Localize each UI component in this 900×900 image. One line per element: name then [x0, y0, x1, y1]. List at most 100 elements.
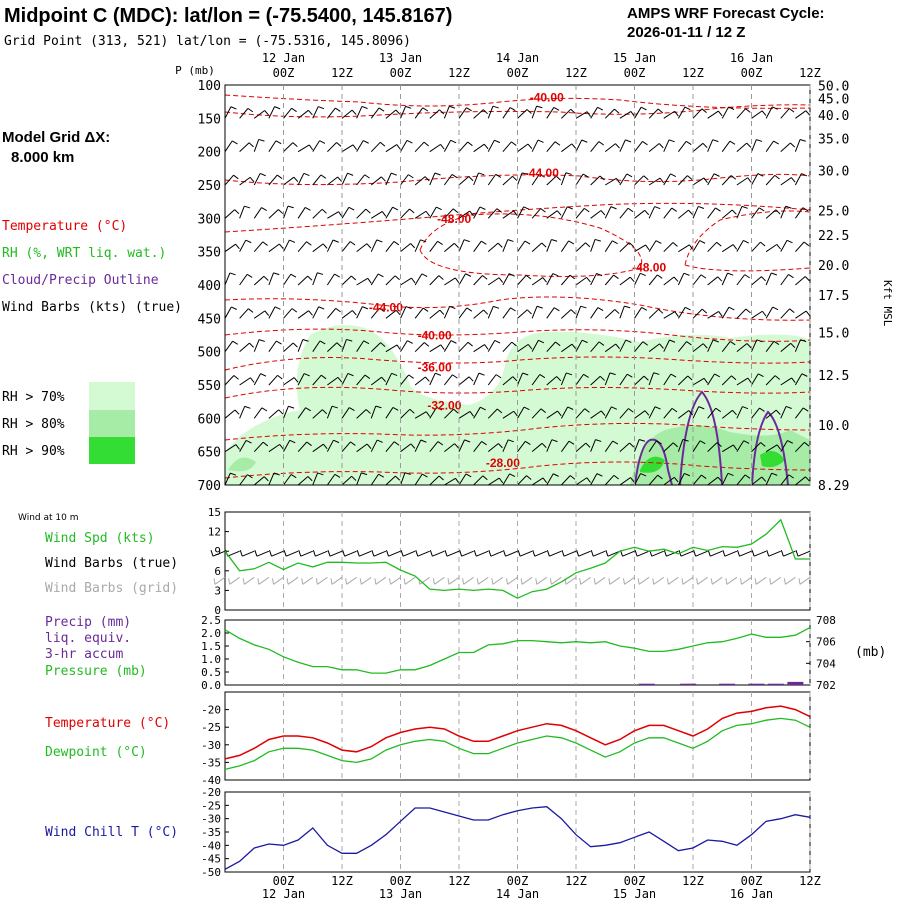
wind-barb	[429, 373, 436, 386]
wind-barb-flag	[756, 339, 763, 343]
wind-barb-flag	[658, 308, 664, 314]
wind-barb	[531, 442, 543, 453]
wind-barb-flag	[452, 208, 459, 213]
wind-barb-flag	[643, 375, 649, 381]
wind-barb	[312, 472, 319, 485]
wind-barb-flag	[245, 439, 252, 444]
wind-barb	[604, 343, 617, 353]
wind-barb-flag	[630, 477, 635, 483]
wind-barb	[429, 172, 436, 186]
wind-barb	[546, 307, 555, 319]
surface-wind-barb-flag	[503, 550, 506, 557]
wind-barb-flag	[785, 205, 792, 209]
wind-barb	[546, 376, 557, 386]
wind-barb	[546, 175, 557, 186]
wind-barb	[692, 377, 705, 386]
wind-barb-flag	[556, 376, 562, 382]
wind-barb	[794, 339, 801, 352]
height-tick: 25.0	[818, 204, 849, 219]
wind-barb-flag	[306, 441, 312, 447]
height-tick: 12.5	[818, 369, 849, 384]
wind-barb-flag	[482, 109, 488, 115]
wind-barb	[458, 107, 467, 119]
legend-wind-barbs-true: Wind Barbs (true)	[45, 556, 178, 571]
wind-barb-flag	[653, 372, 660, 375]
wind-barb-flag	[773, 340, 780, 345]
wind-barb-flag	[276, 174, 283, 179]
wind-barb	[225, 140, 233, 152]
wind-barb-flag	[407, 340, 413, 344]
wind-barb-flag	[273, 272, 280, 276]
wind-barb-flag	[469, 210, 474, 217]
surface-wind-barb-flag	[415, 550, 419, 557]
wind-barb-flag	[293, 377, 299, 383]
wind-barb	[794, 139, 801, 152]
wind-barb-flag	[684, 106, 691, 111]
bottom-hour-label: 12Z	[565, 874, 587, 888]
rh70-area-2	[360, 420, 540, 485]
wind-barb-flag	[672, 242, 678, 247]
wind-barb-flag	[495, 374, 502, 379]
wind-barb	[795, 276, 806, 286]
wind-barb-flag	[800, 339, 807, 343]
wind-barb-flag	[596, 272, 603, 277]
wind-barb	[531, 306, 538, 319]
wind-barb-flag	[332, 239, 339, 243]
wind-barb	[809, 451, 810, 452]
wind-barb-flag	[438, 275, 444, 280]
wind-barb	[473, 275, 483, 286]
wind-barb	[517, 206, 525, 219]
wind-barb	[312, 374, 322, 386]
wind-barb-flag	[668, 139, 675, 143]
wind-barb	[356, 208, 367, 219]
temperature-contour-label: -36.00	[418, 361, 452, 375]
wind-barb	[253, 110, 265, 119]
wind-barb	[531, 277, 544, 286]
wind-barb-flag	[293, 176, 299, 183]
wind-barb-flag	[596, 473, 603, 477]
surface-wind-barb	[695, 550, 708, 557]
wind-barb-flag	[731, 209, 737, 215]
surface-wind-barb	[534, 550, 547, 557]
wind-barb	[283, 474, 292, 485]
wind-barb-flag	[393, 441, 400, 446]
cloud-outline	[751, 410, 789, 485]
pressure-tick: 550	[198, 379, 221, 394]
wind-barb-flag	[542, 477, 548, 484]
pressure-tick: 500	[198, 346, 221, 361]
wind-barb	[721, 444, 734, 453]
wind-barb	[707, 139, 714, 152]
wind-barb-flag	[804, 441, 810, 447]
precip-bar	[748, 683, 765, 685]
wind-barb	[371, 85, 372, 86]
wind-barb	[356, 140, 364, 152]
grid-wind-barb-flag	[213, 578, 216, 585]
wind-barb-flag	[788, 274, 794, 279]
wind-barb	[400, 443, 412, 453]
wind-barb-flag	[367, 278, 372, 284]
wind-barb-flag	[611, 406, 618, 410]
wind-barb-flag	[410, 443, 416, 449]
wind-barb-flag	[773, 140, 779, 145]
wind-barb	[765, 409, 777, 419]
wind-barb	[327, 142, 337, 153]
wind-barb-flag	[363, 340, 370, 345]
wind-barb-flag	[482, 275, 488, 280]
wind-barb	[487, 477, 500, 485]
pressure-tick: 600	[198, 412, 221, 427]
wind-barb	[385, 206, 393, 219]
wind-barb-flag	[799, 139, 806, 142]
wind-barb	[502, 175, 513, 186]
wind-barb	[663, 276, 675, 286]
wind-barb-flag	[262, 441, 269, 447]
grid-wind-barb	[419, 576, 431, 585]
wind-barb-flag	[333, 439, 340, 444]
wind-barb-flag	[772, 306, 779, 311]
wind-barb-flag	[352, 310, 357, 316]
wind-barb-flag	[390, 172, 397, 176]
wind-barb	[356, 374, 366, 386]
wind-barb	[458, 210, 471, 219]
wind-barb	[400, 106, 407, 119]
wind-barb	[751, 407, 760, 419]
wind-barb-flag	[440, 144, 445, 150]
